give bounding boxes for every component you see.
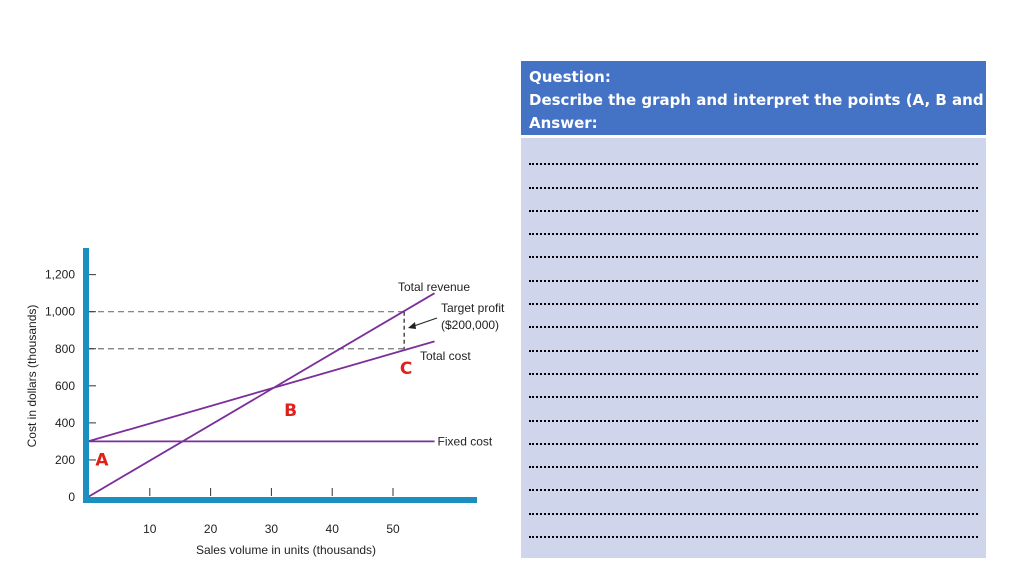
series-line xyxy=(87,340,435,443)
answer-line[interactable] xyxy=(529,145,978,168)
point-label-a: A xyxy=(95,450,109,470)
breakeven-chart: 0 200 400 600 800 1,000 1,200 10 20 30 40 50 Sales … xyxy=(25,248,505,557)
arrow-head xyxy=(408,322,416,329)
y-tick-label: 0 xyxy=(68,490,75,504)
question-title: Question: xyxy=(529,68,611,86)
answer-line[interactable] xyxy=(529,448,978,471)
point-label-b: B xyxy=(284,401,297,421)
answer-line[interactable] xyxy=(529,331,978,354)
answer-line[interactable] xyxy=(529,308,978,331)
x-tick-label: 30 xyxy=(265,522,279,536)
y-tick-label: 400 xyxy=(55,416,75,430)
series-label: Total cost xyxy=(420,349,471,363)
answer-line[interactable] xyxy=(529,168,978,191)
series-label: Total revenue xyxy=(398,280,470,294)
y-tick-label: 200 xyxy=(55,453,75,467)
annotation-label: ($200,000) xyxy=(441,318,499,332)
answer-line[interactable] xyxy=(529,238,978,261)
x-tick-label: 20 xyxy=(204,522,218,536)
answer-line[interactable] xyxy=(529,355,978,378)
y-tick-label: 800 xyxy=(55,342,75,356)
answer-panel[interactable] xyxy=(521,138,986,558)
answer-line[interactable] xyxy=(529,471,978,494)
x-axis-label: Sales volume in units (thousands) xyxy=(196,543,376,557)
question-prompt: Describe the graph and interpret the poi… xyxy=(529,91,1007,109)
series-line xyxy=(87,292,436,498)
answer-line[interactable] xyxy=(529,401,978,424)
answer-line[interactable] xyxy=(529,285,978,308)
answer-line[interactable] xyxy=(529,261,978,284)
annotation-label: Target profit xyxy=(441,301,505,315)
y-tick-label: 1,000 xyxy=(45,305,75,319)
point-label-c: C xyxy=(400,359,412,379)
answer-line[interactable] xyxy=(529,215,978,238)
question-header: Question: Describe the graph and interpr… xyxy=(521,61,1007,135)
answer-line[interactable] xyxy=(529,518,978,541)
y-tick-label: 600 xyxy=(55,379,75,393)
series-label: Fixed cost xyxy=(438,434,493,448)
y-tick-label: 1,200 xyxy=(45,268,75,282)
answer-line[interactable] xyxy=(529,192,978,215)
answer-line[interactable] xyxy=(529,494,978,517)
x-tick-label: 50 xyxy=(386,522,400,536)
answer-line[interactable] xyxy=(529,378,978,401)
x-tick-label: 10 xyxy=(143,522,157,536)
answer-line[interactable] xyxy=(529,425,978,448)
x-tick-label: 40 xyxy=(326,522,340,536)
answer-label: Answer: xyxy=(529,114,598,132)
y-axis-label: Cost in dollars (thousands) xyxy=(25,305,39,448)
